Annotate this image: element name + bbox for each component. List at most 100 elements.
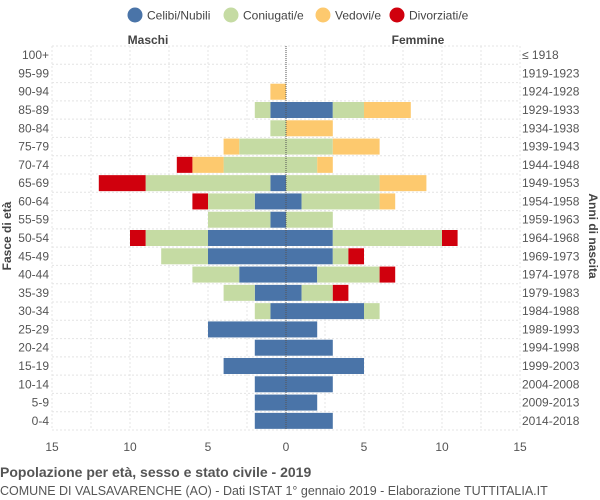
birth-year-label: 2009-2013 — [522, 396, 580, 410]
bar-male-divorziati — [176, 156, 193, 173]
legend-label: Coniugati/e — [243, 9, 304, 23]
bar-male-coniugati — [208, 211, 271, 228]
bar-male-coniugati — [239, 138, 286, 155]
bar-male-celibi — [270, 102, 286, 118]
bar-female-vedove — [364, 102, 411, 118]
age-group-label: 45-49 — [18, 249, 49, 263]
bar-male-coniugati — [145, 230, 208, 246]
bar-male-coniugati — [145, 175, 271, 192]
birth-year-label: 1954-1958 — [522, 194, 580, 208]
age-group-label: 20-24 — [18, 341, 49, 355]
bar-female-vedove — [317, 156, 333, 173]
bar-female-divorziate — [379, 266, 396, 283]
birth-year-label: 1989-1993 — [522, 322, 580, 336]
birth-year-label: 2014-2018 — [522, 414, 580, 428]
bar-male-celibi — [254, 339, 286, 356]
birth-year-labels: ≤ 1918 1919-1923 1924-1928 1929-1933 1934-19… — [522, 48, 580, 428]
bar-male-celibi — [208, 248, 286, 265]
bar-female-vedove — [379, 175, 427, 192]
x-tick-label: 5 — [205, 440, 212, 454]
bar-female-coniugate — [286, 156, 318, 173]
bar-female-nubili — [286, 376, 333, 393]
bar-male-celibi — [270, 303, 286, 320]
legend: Celibi/Nubili Coniugati/e Vedovi/e Divorzia… — [127, 7, 469, 23]
bar-male-celibi — [208, 321, 286, 338]
birth-year-label: 1964-1968 — [522, 231, 580, 245]
bar-male-celibi — [270, 211, 286, 228]
bar-female-coniugate — [332, 248, 349, 265]
bar-male-celibi — [254, 284, 286, 301]
legend-label: Vedovi/e — [335, 9, 381, 23]
bar-male-vedovi — [270, 83, 286, 100]
bar-male-vedovi — [223, 138, 240, 155]
bar-male-divorziati — [98, 175, 146, 192]
bar-female-nubili — [286, 339, 333, 356]
bar-female-divorziate — [348, 248, 364, 265]
legend-marker — [315, 7, 331, 23]
age-group-label: 0-4 — [32, 414, 50, 428]
bar-female-nubili — [286, 266, 318, 283]
legend-marker — [223, 7, 239, 23]
legend-marker — [127, 7, 143, 23]
bar-female-coniugate — [332, 102, 364, 118]
bar-male-coniugati — [161, 248, 208, 265]
birth-year-label: 1994-1998 — [522, 341, 580, 355]
bar-male-celibi — [239, 266, 286, 283]
bar-female-coniugate — [301, 193, 380, 210]
bar-female-coniugate — [301, 284, 333, 301]
x-tick-label: 10 — [123, 440, 137, 454]
x-axis-ticks: 15 10 5 0 5 10 15 — [45, 440, 527, 454]
bar-female-coniugate — [286, 138, 333, 155]
age-group-label: 70-74 — [18, 158, 49, 172]
bar-male-celibi — [254, 376, 286, 393]
bar-female-nubili — [286, 284, 302, 301]
bar-female-nubili — [286, 248, 333, 265]
bar-male-celibi — [270, 175, 286, 192]
bar-female-nubili — [286, 303, 364, 320]
bar-male-divorziati — [192, 193, 208, 210]
age-group-label: 50-54 — [18, 231, 49, 245]
x-tick-label: 0 — [283, 440, 290, 454]
bar-male-divorziati — [130, 230, 146, 246]
chart-title: Popolazione per età, sesso e stato civil… — [0, 464, 312, 480]
bar-female-nubili — [286, 102, 333, 118]
bar-female-divorziate — [332, 284, 349, 301]
bar-female-vedove — [379, 193, 396, 210]
bar-female-divorziate — [442, 230, 458, 246]
bar-male-coniugati — [192, 266, 240, 283]
bar-female-coniugate — [286, 175, 380, 192]
y-axis-label-right: Anni di nascita — [586, 193, 600, 279]
birth-year-label: 1999-2003 — [522, 359, 580, 373]
age-group-label: 15-19 — [18, 359, 49, 373]
age-group-label: 80-84 — [18, 121, 49, 135]
bar-male-coniugati — [223, 284, 255, 301]
age-group-label: 10-14 — [18, 377, 49, 391]
bar-male-coniugati — [254, 102, 271, 118]
bar-male-celibi — [208, 230, 286, 246]
x-tick-label: 15 — [45, 440, 59, 454]
legend-label: Divorziati/e — [409, 9, 469, 23]
bar-female-nubili — [286, 412, 333, 429]
age-group-label: 60-64 — [18, 194, 49, 208]
age-group-label: 30-34 — [18, 304, 49, 318]
birth-year-label: 2004-2008 — [522, 377, 580, 391]
bar-female-nubili — [286, 394, 318, 411]
bar-female-nubili — [286, 321, 318, 338]
legend-marker — [389, 7, 405, 23]
x-tick-label: 10 — [435, 440, 449, 454]
birth-year-label: 1919-1923 — [522, 66, 580, 80]
age-group-label: 95-99 — [18, 66, 49, 80]
birth-year-label: 1944-1948 — [522, 158, 580, 172]
age-group-labels: 100+ 95-99 90-94 85-89 80-84 75-79 70-74 65-69 6… — [18, 48, 49, 428]
bar-female-nubili — [286, 358, 364, 374]
bar-male-coniugati — [208, 193, 255, 210]
birth-year-label: ≤ 1918 — [522, 48, 559, 62]
birth-year-label: 1984-1988 — [522, 304, 580, 318]
age-group-label: 35-39 — [18, 286, 49, 300]
birth-year-label: 1929-1933 — [522, 103, 580, 117]
bar-male-celibi — [254, 193, 286, 210]
age-group-label: 100+ — [22, 48, 49, 62]
age-group-label: 75-79 — [18, 140, 49, 154]
birth-year-label: 1949-1953 — [522, 176, 580, 190]
bar-female-nubili — [286, 230, 333, 246]
